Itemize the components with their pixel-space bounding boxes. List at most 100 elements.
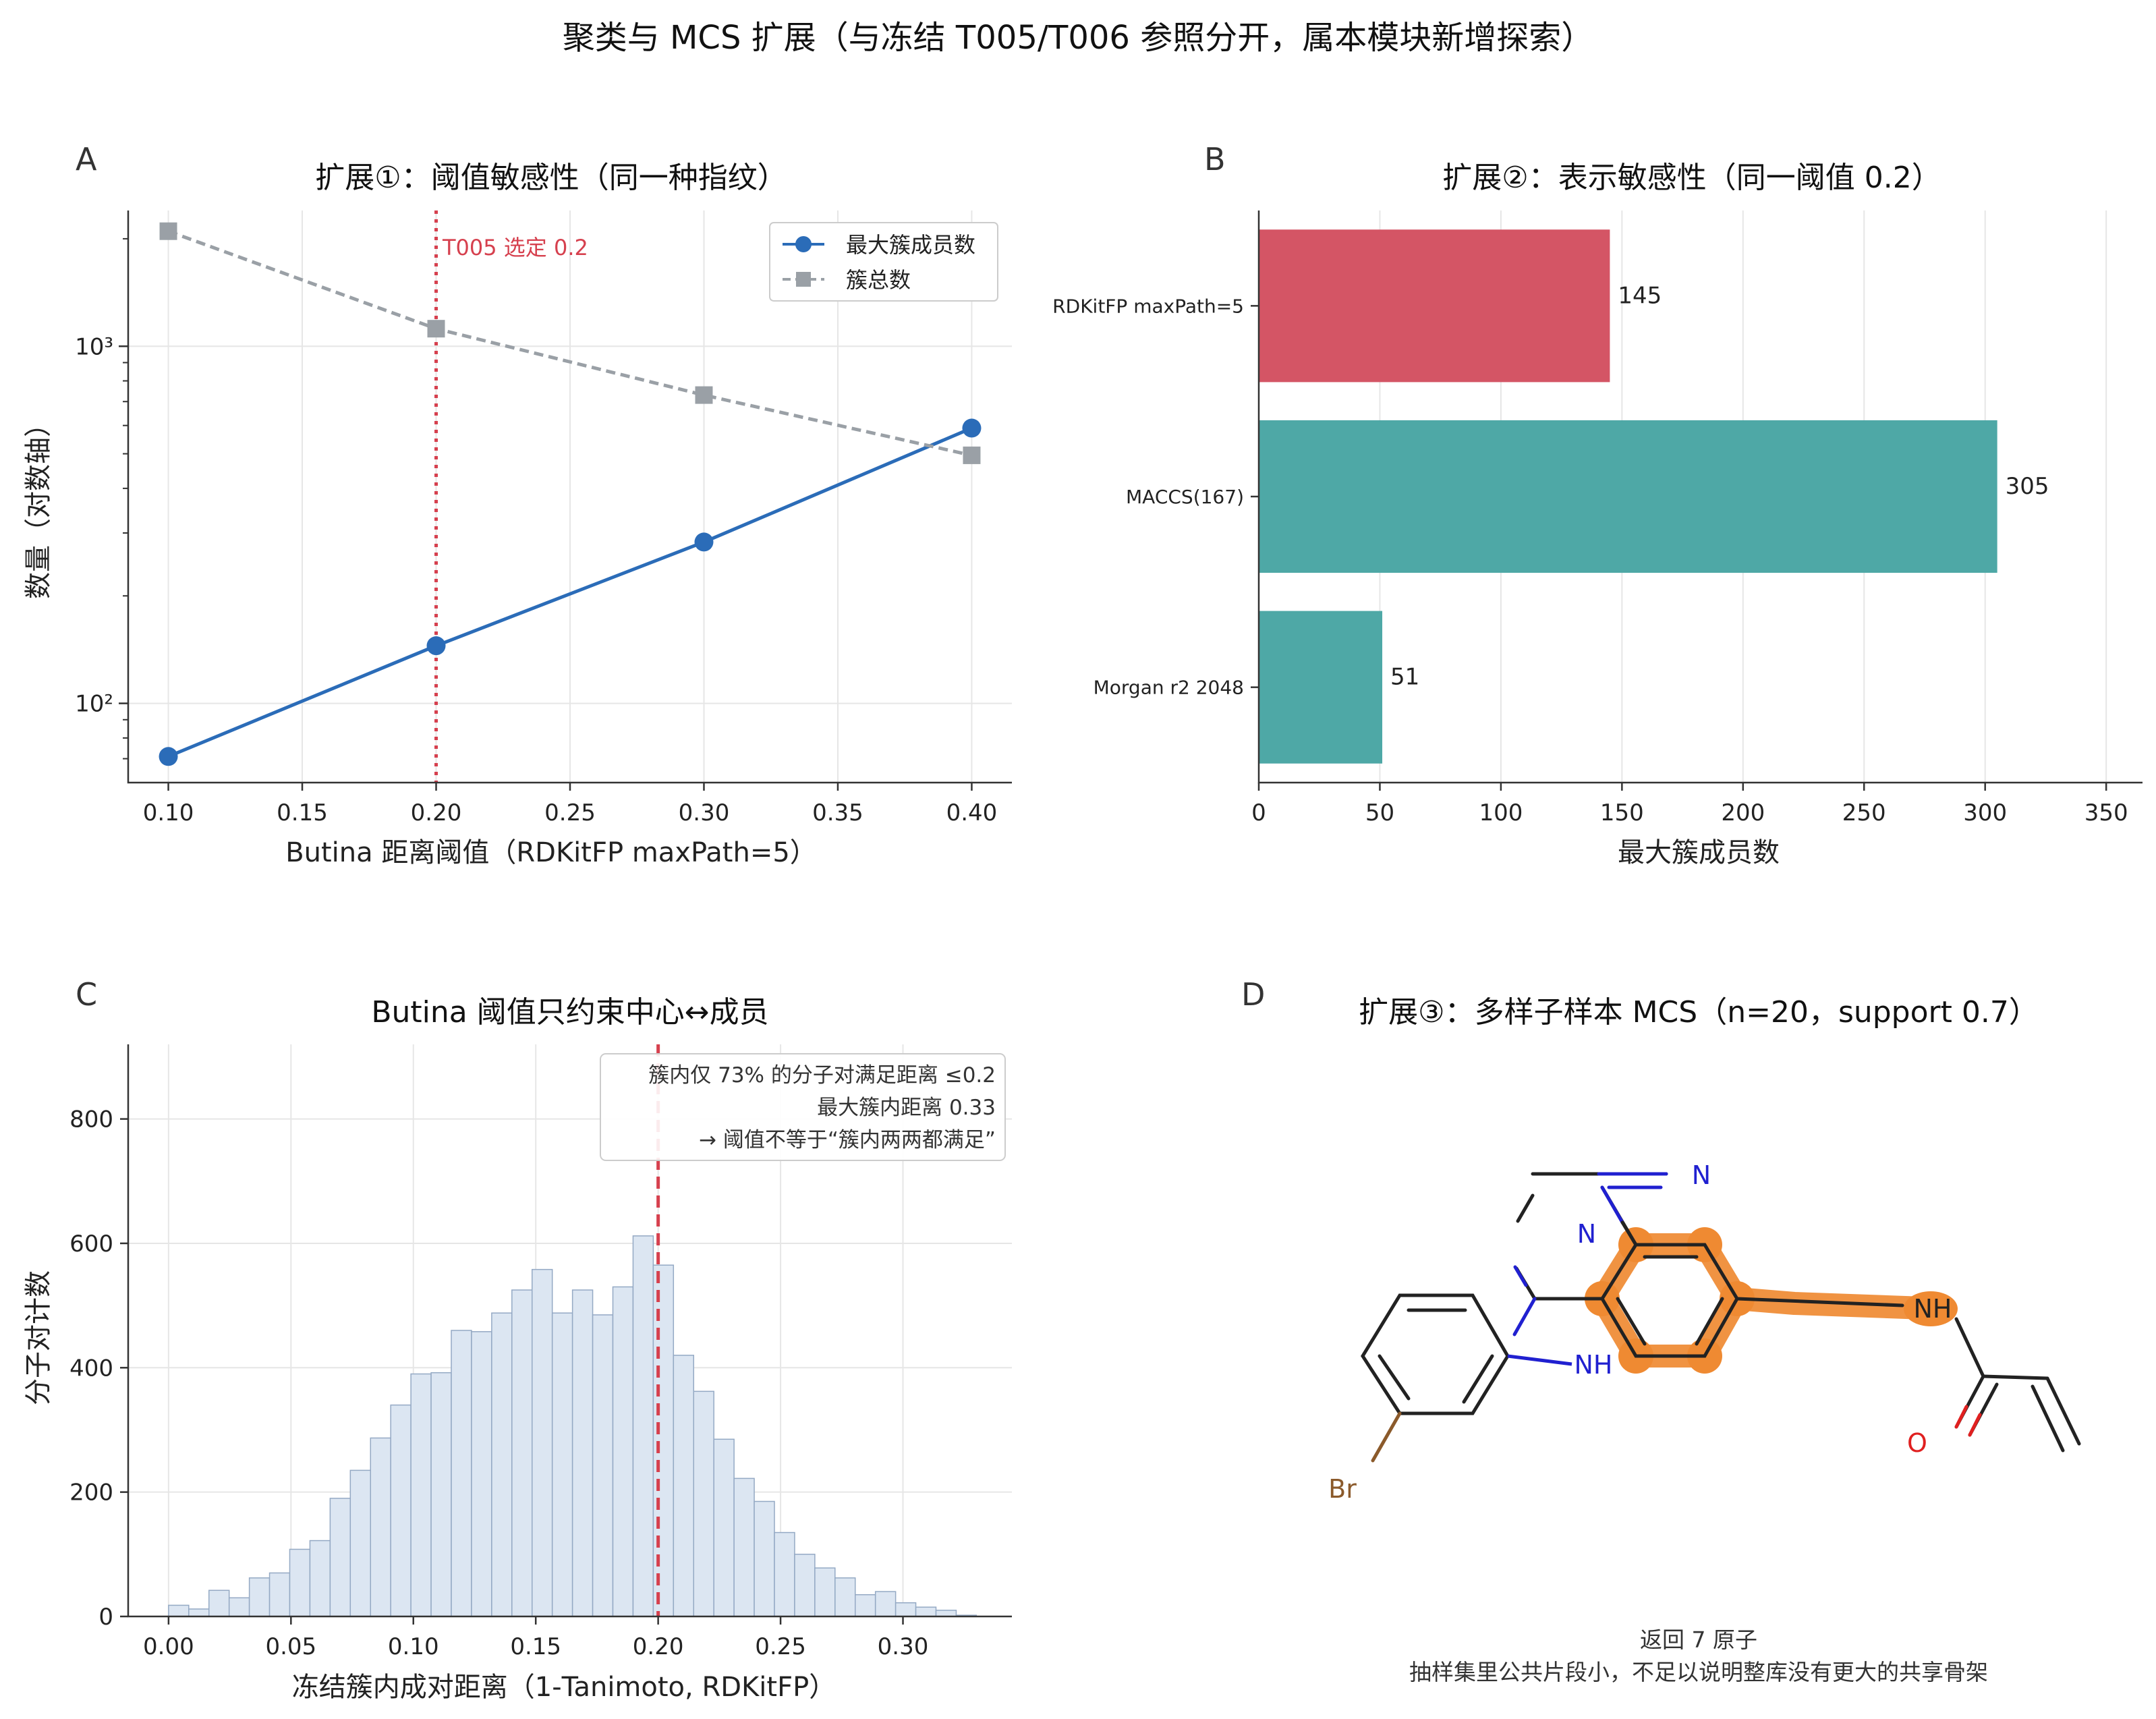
x-tick-label: 0.25 <box>544 799 596 826</box>
data-point <box>963 446 981 464</box>
panel-c-x-axis-label: 冻结簇内成对距离（1-Tanimoto, RDKitFP） <box>292 1672 836 1703</box>
category-label: MACCS(167) <box>1126 486 1244 508</box>
panel-c-histogram-bars <box>168 1235 977 1617</box>
x-tick-label: 0.30 <box>679 799 730 826</box>
x-tick-label: 0.10 <box>388 1633 439 1660</box>
histogram-bar <box>673 1355 695 1617</box>
y-tick-label: 0 <box>98 1604 113 1631</box>
bond <box>1516 1193 1535 1223</box>
histogram-bar <box>289 1548 311 1617</box>
histogram-bar <box>794 1554 816 1617</box>
legend-marker-total-clusters <box>796 272 811 287</box>
bond-inner <box>1462 1354 1494 1404</box>
atom-label-nh: NH <box>1914 1294 1952 1324</box>
y-tick-label: 200 <box>69 1480 113 1506</box>
figure-title: 聚类与 MCS 扩展（与冻结 T005/T006 参照分开，属本模块新增探索） <box>563 19 1593 57</box>
histogram-bar <box>491 1312 513 1617</box>
histogram-bar <box>874 1591 897 1617</box>
highlight-atom <box>1904 1291 1958 1326</box>
panel-a-y-ticks: 10² 10³ <box>75 237 128 760</box>
x-tick-label: 0.20 <box>633 1633 684 1660</box>
bond-o <box>1968 1413 1982 1437</box>
y-tick-label: 10² <box>75 691 113 718</box>
histogram-bar <box>532 1268 553 1617</box>
histogram-bar <box>390 1404 412 1617</box>
legend-label-max-cluster: 最大簇成员数 <box>846 232 975 258</box>
panel-b-category-labels: RDKitFP maxPath=5 MACCS(167) Morgan r2 204… <box>1052 295 1259 699</box>
bar-value-label: 145 <box>1618 282 1662 309</box>
bond-nh <box>1512 1297 1537 1336</box>
panel-a-title: 扩展①：阈值敏感性（同一种指纹） <box>315 161 787 195</box>
histogram-bar <box>713 1438 735 1617</box>
data-point <box>427 320 445 338</box>
mcs-highlight-ring <box>1591 1233 1749 1368</box>
category-label: RDKitFP maxPath=5 <box>1052 295 1244 317</box>
series-line-1 <box>167 229 973 457</box>
data-point <box>962 418 982 438</box>
histogram-bar <box>168 1604 190 1617</box>
panel-b-x-axis-label: 最大簇成员数 <box>1618 837 1780 868</box>
panel-d-caption-line-2: 抽样集里公共片段小，不足以说明整库没有更大的共享骨架 <box>1409 1659 1988 1685</box>
histogram-bar <box>855 1594 876 1617</box>
atom-label-nh: NH <box>1575 1350 1613 1380</box>
histogram-bar <box>208 1589 230 1617</box>
bond <box>1954 1317 1985 1378</box>
bond-inner <box>1695 1297 1724 1346</box>
panel-a-x-ticks: 0.10 0.15 0.20 0.25 0.30 0.35 0.40 <box>143 783 998 826</box>
legend-label-total-clusters: 簇总数 <box>846 267 911 293</box>
annotation-line-1: 簇内仅 73% 的分子对满足距离 ≤0.2 <box>648 1063 996 1088</box>
histogram-bar <box>248 1577 271 1617</box>
bond <box>2031 1384 2065 1453</box>
histogram-bar <box>410 1373 432 1617</box>
bond-n <box>1620 1220 1638 1247</box>
histogram-bar <box>754 1500 775 1617</box>
x-tick-label: 0.40 <box>946 799 998 826</box>
bond-o <box>1954 1405 1968 1429</box>
bar-value-label: 51 <box>1390 664 1419 691</box>
histogram-bar <box>551 1312 573 1617</box>
x-tick-label: 300 <box>1963 799 2007 826</box>
panel-a-threshold-label: T005 选定 0.2 <box>442 235 588 260</box>
x-tick-label: 0.30 <box>878 1633 929 1660</box>
histogram-bar <box>915 1606 937 1617</box>
bond-inner <box>1378 1354 1411 1401</box>
annotation-line-3: → 阈值不等于“簇内两两都满足” <box>699 1128 996 1152</box>
histogram-bar <box>511 1289 533 1617</box>
panel-letter-b: B <box>1204 141 1226 177</box>
panel-letter-c: C <box>76 976 97 1013</box>
panel-b-x-ticks: 0 50 100 150 200 250 300 350 <box>1251 783 2128 826</box>
panel-a-legend: 最大簇成员数 簇总数 <box>769 222 998 302</box>
bond <box>1361 1293 1510 1415</box>
panel-c-y-axis-label: 分子对计数 <box>23 1270 54 1405</box>
atom-label-br: Br <box>1328 1474 1357 1504</box>
hetero-bonds <box>1512 1172 1982 1437</box>
histogram-bar <box>935 1610 957 1617</box>
x-tick-label: 0.15 <box>510 1633 561 1660</box>
atom-label-n: N <box>1577 1219 1596 1249</box>
panel-d-caption-line-1: 返回 7 原子 <box>1640 1627 1757 1653</box>
legend-box <box>769 222 998 302</box>
bond <box>1735 1297 1904 1307</box>
x-tick-label: 50 <box>1365 799 1394 826</box>
panel-c: C Butina 阈值只约束中心↔成员 0.00 0.05 0.10 0.15 0.20… <box>23 976 1012 1703</box>
bar <box>1259 611 1383 764</box>
histogram-bar <box>571 1289 594 1617</box>
category-label: Morgan r2 2048 <box>1094 677 1244 699</box>
bond-nh-phenyl <box>1507 1354 1572 1366</box>
data-point <box>159 747 178 766</box>
histogram-bar <box>592 1314 614 1617</box>
atom-label-n: N <box>1692 1160 1711 1190</box>
panel-a-x-axis-label: Butina 距离阈值（RDKitFP maxPath=5） <box>285 837 817 868</box>
data-point <box>695 386 713 404</box>
histogram-bar <box>329 1498 351 1617</box>
histogram-bar <box>632 1235 654 1617</box>
histogram-bar <box>612 1286 634 1617</box>
bond-n <box>1600 1185 1624 1224</box>
data-point <box>159 222 177 240</box>
x-tick-label: 250 <box>1842 799 1886 826</box>
histogram-bar <box>895 1602 917 1617</box>
y-tick-label: 10³ <box>75 333 113 360</box>
panel-c-x-ticks: 0.00 0.05 0.10 0.15 0.20 0.25 0.30 <box>143 1616 928 1660</box>
x-tick-label: 0.20 <box>411 799 462 826</box>
histogram-bar <box>349 1469 372 1617</box>
